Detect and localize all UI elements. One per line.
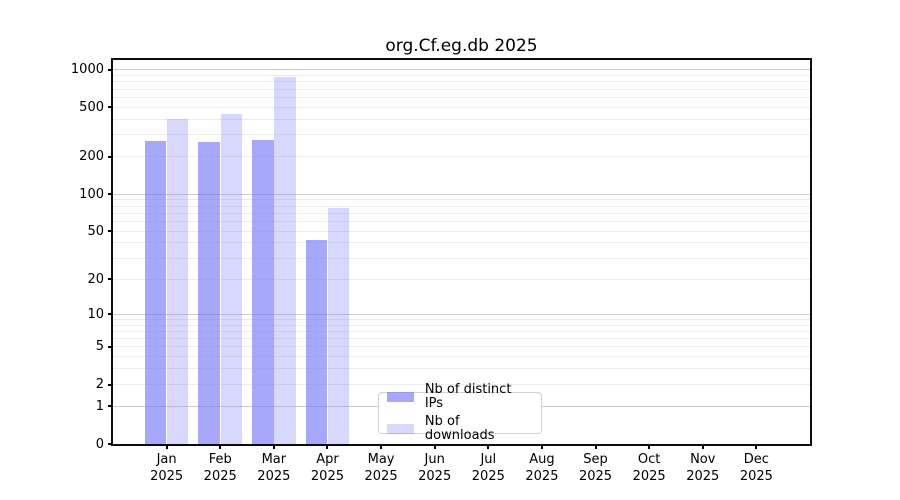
y-gridline-minor [113, 242, 810, 244]
y-gridline-minor [113, 81, 810, 83]
x-tick [701, 445, 704, 449]
y-tick [108, 443, 112, 445]
x-tick-label: Jan 2025 [150, 452, 184, 484]
x-tick [487, 445, 490, 449]
bar-downloads [274, 77, 296, 444]
y-gridline-minor [113, 324, 810, 326]
x-tick [433, 445, 436, 449]
y-tick-label: 5 [95, 339, 104, 355]
legend-item-distinct-ips: Nb of distinct IPs [387, 383, 533, 411]
x-tick [165, 445, 168, 449]
bar-distinct-ips [144, 140, 167, 444]
x-tick-label: Jul 2025 [471, 452, 505, 484]
y-tick [108, 383, 112, 386]
x-tick [648, 445, 651, 449]
y-gridline-major [113, 313, 810, 315]
y-gridline-minor [113, 346, 810, 348]
bar-downloads [327, 208, 350, 444]
y-tick-label: 500 [79, 99, 104, 115]
x-tick-label: Oct 2025 [632, 452, 666, 484]
y-gridline-minor [113, 106, 810, 108]
y-gridline-minor [113, 278, 810, 280]
x-tick-label: Sep 2025 [578, 452, 613, 484]
bar-downloads [220, 114, 243, 444]
y-gridline-minor [113, 118, 810, 120]
x-tick-label: Apr 2025 [310, 452, 344, 484]
y-tick-label: 1 [95, 398, 104, 414]
y-tick [108, 278, 112, 281]
y-gridline-minor [113, 384, 810, 385]
y-tick-label: 100 [79, 186, 104, 202]
y-gridline-minor [113, 88, 810, 90]
bar-distinct-ips [198, 141, 220, 444]
x-tick-label: Mar 2025 [257, 452, 291, 484]
y-tick-label: 0 [95, 436, 104, 452]
legend-label-distinct-ips: Nb of distinct IPs [424, 382, 512, 411]
y-tick-label: 2 [95, 377, 104, 392]
y-gridline-major [113, 193, 810, 195]
y-gridline-minor [113, 230, 810, 232]
legend: Nb of distinct IPs Nb of downloads [378, 383, 542, 443]
x-tick-label: Nov 2025 [686, 452, 720, 484]
y-gridline-minor [113, 96, 810, 98]
y-tick-label: 10 [87, 306, 104, 322]
legend-label-downloads: Nb of downloads [424, 414, 495, 443]
y-gridline-minor [113, 134, 810, 136]
chart-title: org.Cf.eg.db 2025 [385, 36, 538, 56]
y-tick [108, 345, 112, 348]
y-tick [108, 106, 112, 109]
x-tick-label: Jun 2025 [418, 452, 452, 484]
x-tick-label: May 2025 [364, 452, 398, 484]
y-tick-label: 200 [79, 149, 104, 165]
y-gridline-minor [113, 318, 810, 320]
x-tick [326, 445, 329, 449]
y-gridline-minor [113, 368, 810, 370]
y-gridline-major [113, 69, 810, 71]
y-gridline-minor [113, 257, 810, 259]
y-gridline-minor [113, 156, 810, 158]
bar-downloads [166, 118, 189, 444]
y-tick [108, 230, 112, 233]
y-tick [108, 68, 112, 71]
x-tick-label: Aug 2025 [525, 452, 559, 484]
y-gridline-minor [113, 212, 810, 214]
y-gridline-minor [113, 199, 810, 201]
x-tick [219, 445, 222, 449]
y-gridline-minor [113, 75, 810, 77]
y-tick-label: 1000 [70, 62, 104, 78]
legend-swatch-distinct-ips [387, 392, 414, 402]
y-gridline-minor [113, 330, 810, 332]
x-tick [272, 445, 275, 449]
x-tick [594, 445, 597, 449]
legend-swatch-downloads [387, 424, 414, 434]
y-tick-label: 20 [87, 271, 104, 287]
y-tick [108, 193, 112, 196]
x-tick [540, 445, 543, 449]
x-tick-label: Dec 2025 [739, 452, 773, 484]
bar-distinct-ips [252, 139, 274, 444]
y-tick [108, 155, 112, 158]
legend-item-downloads: Nb of downloads [387, 415, 533, 443]
x-tick-label: Feb 2025 [203, 452, 237, 484]
x-tick [380, 445, 383, 449]
y-gridline-minor [113, 338, 810, 340]
y-tick [108, 405, 112, 408]
y-gridline-minor [113, 205, 810, 207]
y-tick [108, 313, 112, 316]
y-gridline-minor [113, 220, 810, 222]
y-gridline-minor [113, 356, 810, 358]
x-tick [755, 445, 758, 449]
bar-distinct-ips [305, 240, 328, 444]
y-tick-label: 50 [87, 223, 104, 239]
